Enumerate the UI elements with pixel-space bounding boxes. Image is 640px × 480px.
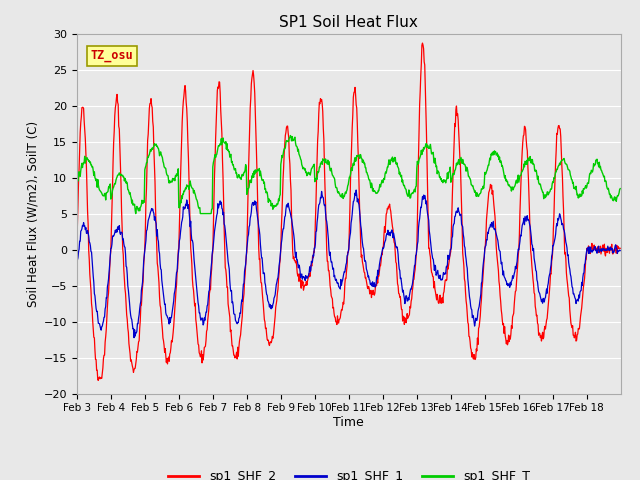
sp1_SHF_1 bbox=[616, 248, 624, 253]
Y-axis label: Soil Heat Flux (W/m2), SoilT (C): Soil Heat Flux (W/m2), SoilT (C) bbox=[26, 120, 40, 307]
sp1_SHF_T bbox=[174, 166, 182, 172]
sp1_SHF_T bbox=[99, 193, 107, 199]
sp1_SHF_2 bbox=[100, 356, 108, 361]
sp1_SHF_1 bbox=[353, 187, 360, 193]
sp1_SHF_1 bbox=[130, 335, 138, 341]
sp1_SHF_2 bbox=[73, 245, 81, 251]
sp1_SHF_1 bbox=[394, 252, 402, 257]
Legend: sp1_SHF_2, sp1_SHF_1, sp1_SHF_T: sp1_SHF_2, sp1_SHF_1, sp1_SHF_T bbox=[163, 465, 535, 480]
sp1_SHF_2 bbox=[590, 242, 598, 248]
sp1_SHF_T bbox=[300, 165, 307, 170]
sp1_SHF_2 bbox=[95, 378, 102, 384]
sp1_SHF_T bbox=[590, 163, 598, 169]
sp1_SHF_T bbox=[287, 132, 294, 138]
sp1_SHF_T bbox=[73, 184, 81, 190]
sp1_SHF_1 bbox=[99, 320, 107, 326]
Line: sp1_SHF_1: sp1_SHF_1 bbox=[77, 190, 620, 338]
X-axis label: Time: Time bbox=[333, 416, 364, 429]
sp1_SHF_2 bbox=[394, 281, 401, 287]
Title: SP1 Soil Heat Flux: SP1 Soil Heat Flux bbox=[280, 15, 418, 30]
sp1_SHF_2 bbox=[419, 40, 426, 46]
sp1_SHF_2 bbox=[174, 248, 182, 253]
sp1_SHF_T bbox=[616, 186, 624, 192]
sp1_SHF_2 bbox=[599, 242, 607, 248]
sp1_SHF_T bbox=[599, 170, 607, 176]
sp1_SHF_T bbox=[132, 211, 140, 216]
sp1_SHF_2 bbox=[299, 279, 307, 285]
sp1_SHF_1 bbox=[599, 248, 607, 253]
sp1_SHF_T bbox=[394, 165, 402, 170]
Text: TZ_osu: TZ_osu bbox=[90, 49, 133, 62]
sp1_SHF_1 bbox=[73, 264, 81, 269]
sp1_SHF_1 bbox=[590, 245, 598, 251]
sp1_SHF_2 bbox=[616, 245, 624, 251]
sp1_SHF_1 bbox=[174, 252, 182, 257]
sp1_SHF_1 bbox=[299, 274, 307, 279]
Line: sp1_SHF_2: sp1_SHF_2 bbox=[77, 43, 620, 381]
Line: sp1_SHF_T: sp1_SHF_T bbox=[77, 135, 620, 214]
